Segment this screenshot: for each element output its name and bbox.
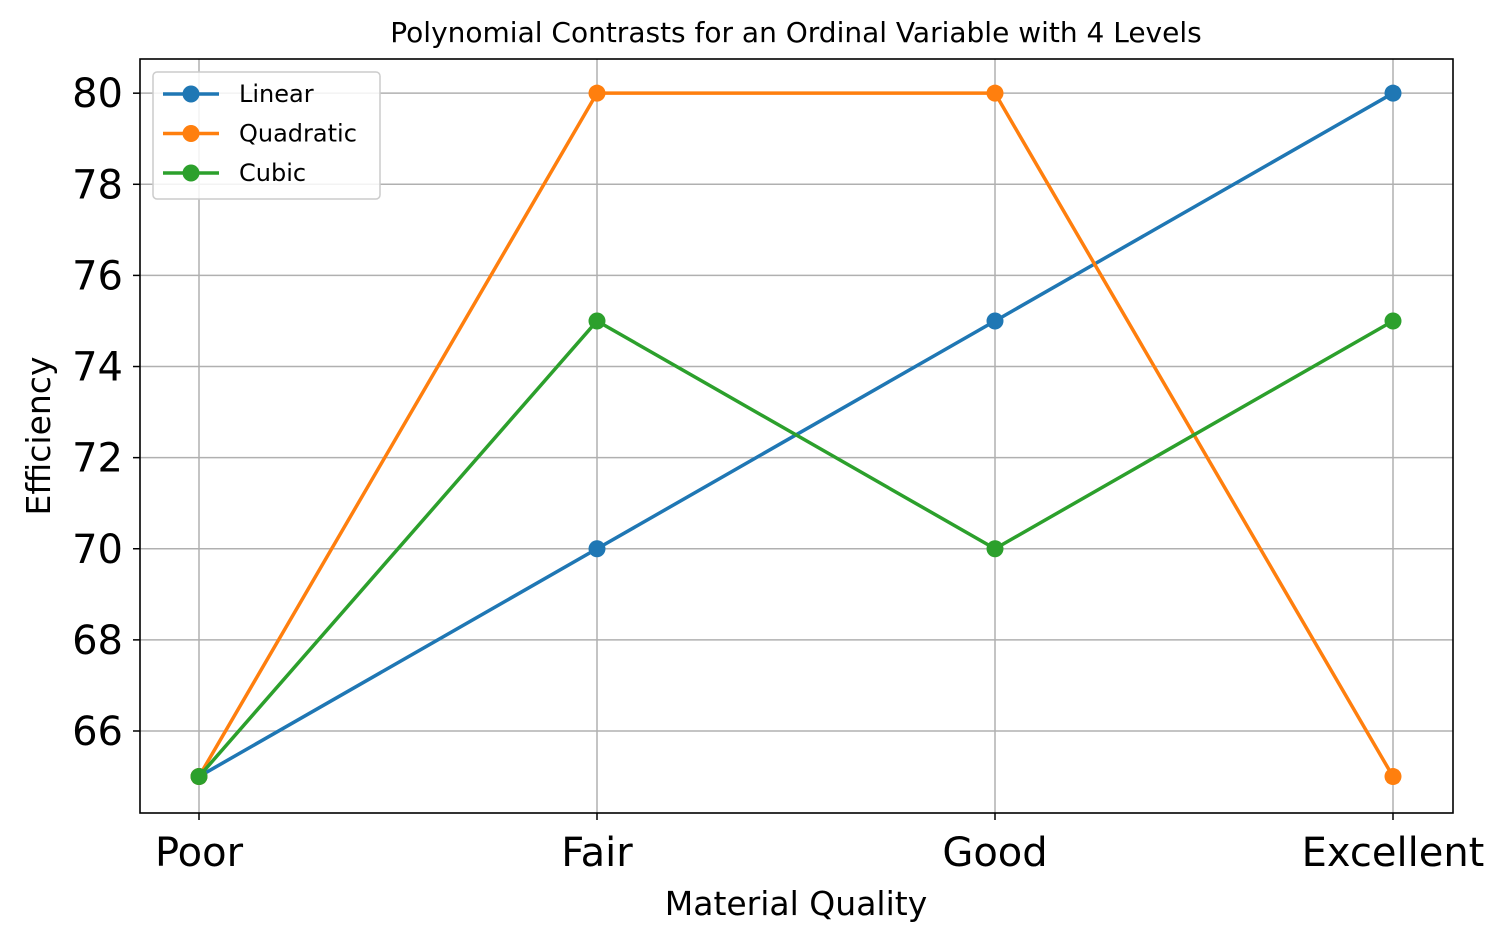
data-point-quadratic: [588, 84, 606, 102]
ticks: Poor Fair Good Excellent 66 68 70 72 74 76 78 80: [72, 71, 1484, 876]
data-point-cubic: [1384, 312, 1402, 330]
plot-frame: [139, 58, 1454, 814]
data-point-cubic: [588, 312, 606, 330]
legend-marker-quadratic: [182, 125, 200, 142]
data-point-linear: [588, 540, 606, 558]
x-tick-label: Good: [942, 830, 1047, 876]
x-tick-label: Poor: [155, 830, 244, 876]
y-tick-label: 78: [72, 162, 123, 208]
y-tick-label: 76: [72, 253, 123, 299]
data-point-cubic: [190, 768, 208, 786]
series-line-cubic: [197, 319, 1394, 778]
y-tick-label: 74: [72, 345, 123, 391]
legend-entry-cubic: Cubic: [163, 159, 306, 187]
y-axis-label: Efficiency: [19, 357, 58, 516]
legend-box: [152, 71, 381, 200]
y-tick-label: 66: [72, 709, 123, 755]
y-tick-label: 68: [72, 618, 123, 664]
chart-title: Polynomial Contrasts for an Ordinal Vari…: [390, 16, 1201, 49]
legend-label-linear: Linear: [239, 80, 314, 108]
series-cubic: [190, 312, 1402, 786]
x-tick-label: Fair: [561, 830, 633, 876]
legend-entry-quadratic: Quadratic: [163, 120, 357, 148]
y-tick-label: 70: [72, 527, 123, 573]
data-point-linear: [986, 312, 1004, 330]
data-point-quadratic: [986, 84, 1004, 102]
x-tick-label: Excellent: [1302, 830, 1485, 876]
y-tick-label: 80: [72, 71, 123, 117]
data-point-quadratic: [1384, 768, 1402, 786]
legend-entry-linear: Linear: [163, 80, 314, 108]
legend: Linear Quadratic Cubic: [152, 71, 381, 200]
y-tick-label: 72: [72, 436, 123, 482]
data-point-cubic: [986, 540, 1004, 558]
legend-marker-cubic: [182, 164, 200, 182]
legend-marker-linear: [182, 85, 200, 103]
x-axis-label: Material Quality: [665, 884, 927, 923]
data-point-linear: [1384, 84, 1402, 102]
series-layer: [190, 84, 1402, 786]
legend-label-cubic: Cubic: [239, 159, 306, 187]
legend-label-quadratic: Quadratic: [239, 120, 357, 148]
